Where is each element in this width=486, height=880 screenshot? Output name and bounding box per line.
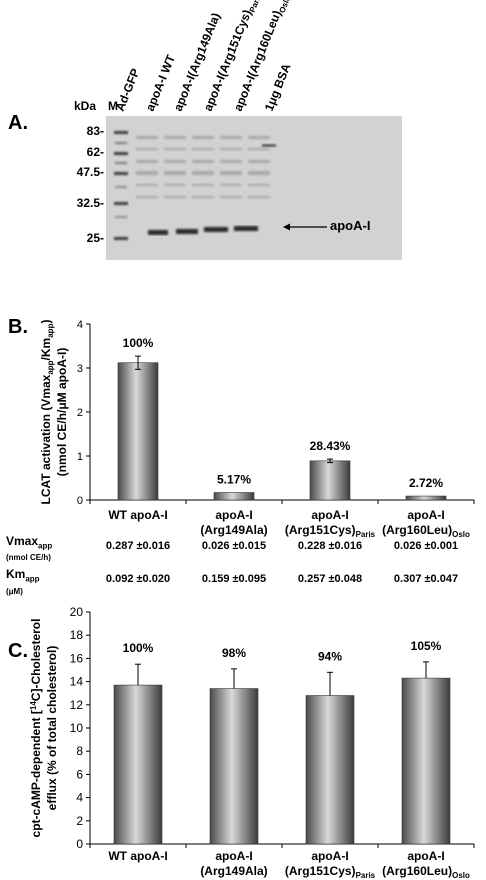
data-label: 100% (123, 336, 154, 350)
data-label: 94% (318, 649, 342, 663)
data-label: 98% (222, 646, 246, 660)
lane-label-subscript: Paris (248, 0, 264, 14)
y-axis-label-line2: efflux (% of total cholesterol) (45, 646, 59, 811)
x-category-label-line2: (Arg149Ala) (200, 523, 267, 537)
vmax-value: 0.228 ±0.016 (297, 540, 363, 552)
lane-label: Ad-GFP (113, 66, 143, 113)
km-value: 0.092 ±0.020 (105, 573, 171, 585)
x-category-subscript: Oslo (452, 871, 470, 880)
y-tick-label: 2 (76, 814, 83, 828)
vmax-label: Vmaxapp (6, 534, 53, 551)
vmax-value: 0.026 ±0.015 (201, 540, 267, 552)
lane-labels: Ad-GFP apoA-I WTapoA-I(Arg149Ala)apoA-I(A… (113, 0, 294, 114)
km-value: 0.257 ±0.048 (297, 573, 363, 585)
bar (309, 460, 351, 501)
km-unit: (μM) (6, 587, 23, 596)
mw-marker-label: 47.5- (76, 165, 104, 179)
y-tick-label: 20 (70, 605, 84, 619)
x-category-label: apoA-I (215, 508, 252, 522)
y-tick-label: 10 (70, 721, 84, 735)
mw-marker-label: 32.5- (76, 196, 104, 210)
data-label: 28.43% (310, 439, 351, 453)
bar (305, 695, 355, 845)
y-tick-label: 8 (76, 744, 83, 758)
bar (213, 492, 255, 501)
x-category-label: apoA-I (311, 849, 348, 863)
x-category-label: WT apoA-I (108, 508, 167, 522)
y-tick-label: 16 (70, 651, 84, 665)
x-category-subscript: Oslo (452, 530, 470, 539)
y-tick-label: 1 (77, 451, 83, 463)
data-label: 5.17% (217, 473, 251, 487)
bar (405, 495, 447, 501)
vmax-value: 0.287 ±0.016 (105, 540, 171, 552)
x-category-label-line2: (Arg149Ala) (200, 864, 267, 878)
vmax-unit: (nmol CE/h) (6, 553, 51, 562)
y-tick-label: 4 (77, 319, 83, 331)
panel-b-label: B. (8, 316, 28, 338)
mw-marker-label: 83- (86, 124, 104, 138)
km-label: Kmapp (6, 567, 40, 584)
bar (401, 677, 451, 845)
x-category-label: apoA-I (215, 849, 252, 863)
y-axis-label: cpt-cAMP-dependent [14C]-Cholesterol (29, 619, 43, 838)
band-annotation: apoA-I (330, 218, 371, 233)
lane-label: 1μg BSA (262, 61, 294, 113)
y-tick-label: 0 (76, 837, 83, 851)
mw-marker-label: 25- (86, 231, 104, 245)
y-tick-label: 4 (76, 791, 83, 805)
x-category-label: apoA-I (407, 508, 444, 522)
kda-header: kDa (74, 99, 97, 113)
x-category-label: apoA-I (311, 508, 348, 522)
data-label: 105% (411, 639, 442, 653)
data-label: 2.72% (409, 476, 443, 490)
gel-bands (114, 131, 276, 240)
km-value: 0.307 ±0.047 (393, 573, 459, 585)
x-category-label: WT apoA-I (108, 849, 167, 863)
x-category-label-line2: (Arg160Leu)Oslo (382, 523, 470, 539)
x-category-subscript: Paris (356, 530, 376, 539)
x-category-label-line2: (Arg151Cys)Paris (285, 523, 376, 539)
y-tick-label: 3 (77, 363, 83, 375)
x-category-subscript: Paris (356, 871, 376, 880)
lane-label-subscript: Oslo (278, 0, 293, 14)
y-axis-label: LCAT activation (Vmaxapp/Kmapp) (39, 320, 55, 505)
mw-marker-label: 62- (86, 145, 104, 159)
gel-image (106, 116, 402, 260)
apoA-I-arrow (283, 223, 327, 231)
x-category-label-line2: (Arg151Cys)Paris (285, 864, 376, 880)
x-category-label-line2: (Arg160Leu)Oslo (382, 864, 470, 880)
vmax-value: 0.026 ±0.001 (393, 540, 459, 552)
y-axis-label-line2: (nmol CE/h/μM apoA-I) (55, 348, 69, 477)
marker-lane-header: M (108, 99, 118, 113)
bar (209, 688, 259, 845)
bar (113, 684, 163, 845)
y-tick-label: 18 (70, 628, 84, 642)
y-tick-label: 6 (76, 767, 83, 781)
y-tick-label: 12 (70, 698, 84, 712)
y-tick-label: 14 (70, 675, 84, 689)
y-tick-label: 0 (77, 495, 83, 507)
x-category-label: apoA-I (407, 849, 444, 863)
panel-a-label: A. (8, 112, 28, 134)
y-tick-label: 2 (77, 407, 83, 419)
bar (117, 362, 159, 501)
km-value: 0.159 ±0.095 (201, 573, 267, 585)
data-label: 100% (123, 641, 154, 655)
panel-c-label: C. (8, 640, 28, 662)
